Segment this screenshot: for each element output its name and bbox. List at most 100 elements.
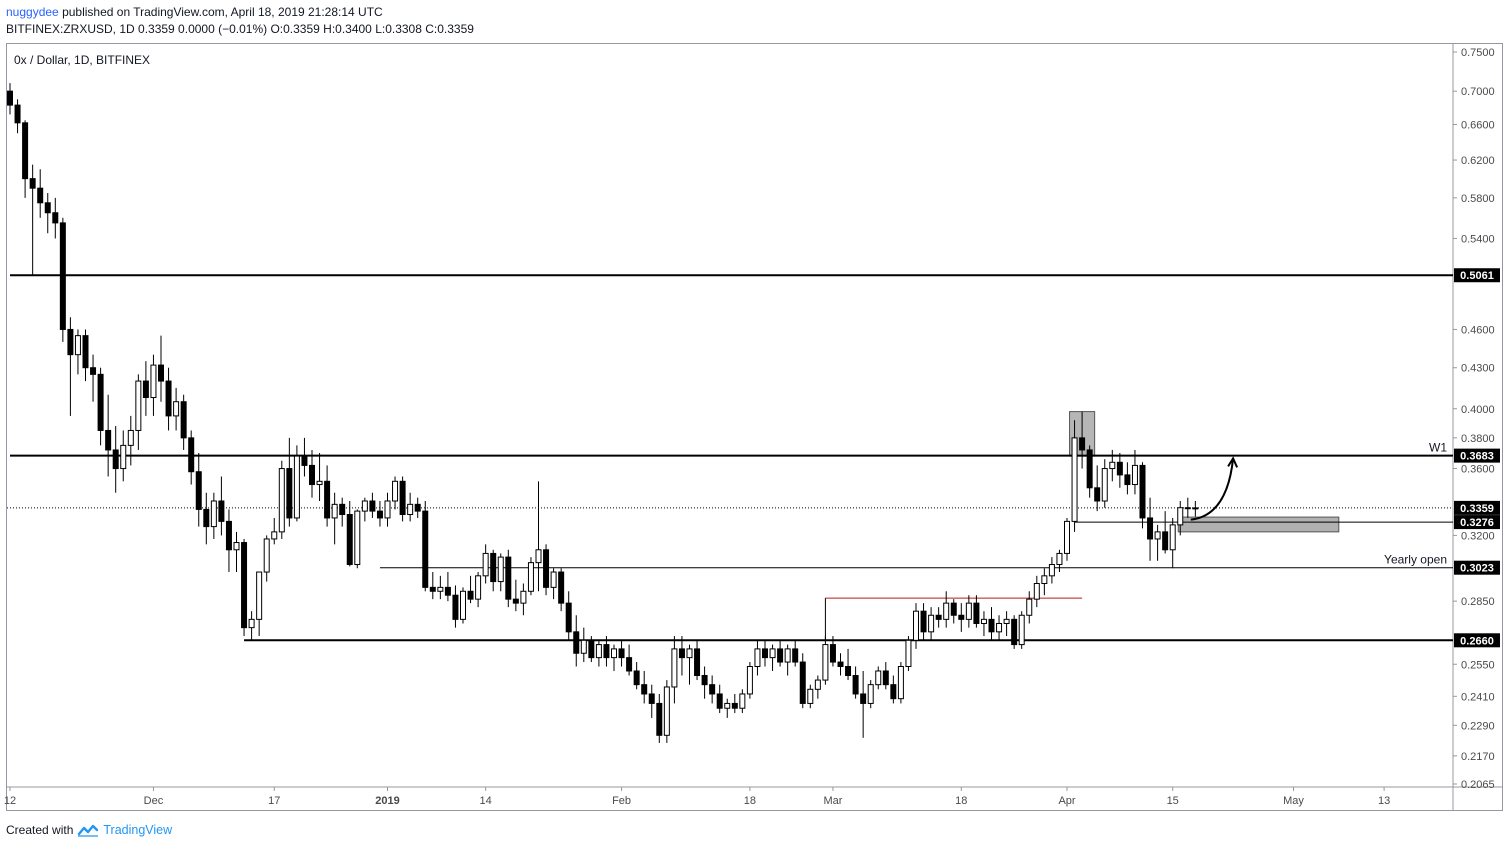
candle-up <box>1192 507 1199 510</box>
candle-up <box>210 500 217 528</box>
candle-up <box>1056 552 1063 566</box>
candle-down <box>1116 461 1123 476</box>
candle-up <box>1048 564 1055 577</box>
price-label-text: 0.3359 <box>1460 503 1494 515</box>
candle-down <box>988 618 995 633</box>
candle-down <box>950 602 957 616</box>
candle-down <box>44 202 51 214</box>
x-tick-label: May <box>1283 795 1304 807</box>
candle-up <box>822 644 829 681</box>
price-label-box <box>1454 633 1500 648</box>
created-with-text: Created with <box>6 823 74 837</box>
y-tick-label: 0.4600 <box>1461 324 1495 336</box>
y-tick-label: 0.2170 <box>1461 751 1495 763</box>
candle-up <box>980 618 987 624</box>
candle-up <box>1064 520 1070 554</box>
candle-down <box>709 684 716 695</box>
projection-arrow <box>1190 458 1235 521</box>
candle-up <box>965 602 972 620</box>
candle-up <box>550 571 557 588</box>
published-text: published on TradingView.com, April 18, … <box>62 5 383 19</box>
candle-down <box>180 401 187 439</box>
support-zone <box>1177 516 1340 533</box>
candle-up <box>293 455 300 519</box>
candle-up <box>520 590 527 604</box>
x-tick-label: Mar <box>823 795 842 807</box>
candle-up <box>1071 437 1078 522</box>
y-tick-label: 0.2290 <box>1461 720 1495 732</box>
candle-down <box>490 552 497 583</box>
candle-up <box>120 444 127 470</box>
y-tick-label: 0.2065 <box>1461 779 1495 791</box>
x-tick-label: 18 <box>955 795 967 807</box>
candle-down <box>22 122 29 180</box>
candle-up <box>686 648 693 659</box>
candle-up <box>611 648 617 659</box>
author-name[interactable]: nuggydee <box>6 5 59 19</box>
candle-down <box>142 380 149 399</box>
candle-up <box>263 538 270 573</box>
candle-up <box>1018 614 1025 646</box>
candle-up <box>482 552 489 577</box>
candle-down <box>799 661 806 704</box>
candle-down <box>369 500 376 512</box>
candle-up <box>256 571 263 620</box>
candle-up <box>928 614 935 633</box>
candle-down <box>626 657 633 672</box>
candle-down <box>301 455 308 466</box>
candle-down <box>29 178 36 189</box>
candle-down <box>633 670 640 686</box>
candle-up <box>996 622 1003 633</box>
candle-down <box>777 648 784 663</box>
candle-up <box>1177 507 1184 526</box>
candle-down <box>588 639 595 659</box>
candle-down <box>701 675 708 686</box>
candle-down <box>158 364 164 382</box>
price-label-box <box>1454 560 1500 575</box>
candle-up <box>150 364 157 399</box>
x-tick-label: 17 <box>268 795 280 807</box>
candle-down <box>648 693 655 704</box>
candle-down <box>573 631 580 654</box>
candle-up <box>278 468 285 533</box>
candle-down <box>97 373 104 431</box>
price-label-box <box>1454 448 1500 463</box>
candle-up <box>392 480 399 502</box>
candle-up <box>1101 468 1108 502</box>
candle-down <box>346 514 353 566</box>
candle-down <box>195 471 202 510</box>
price-label-text: 0.5061 <box>1460 270 1494 282</box>
candle-down <box>444 586 451 596</box>
candle-down <box>694 648 701 677</box>
candle-down <box>241 542 248 629</box>
candle-down <box>399 480 406 516</box>
candle-down <box>958 614 965 620</box>
candle-down <box>376 510 383 519</box>
candle-down <box>558 571 565 604</box>
candle-up <box>271 531 278 540</box>
y-tick-label: 0.4000 <box>1461 404 1495 416</box>
candle-up <box>739 693 746 709</box>
candle-down <box>218 500 225 522</box>
candle-down <box>603 644 610 659</box>
y-tick-label: 0.3800 <box>1461 433 1495 445</box>
candle-up <box>875 670 882 686</box>
candle-up <box>74 335 81 356</box>
candle-up <box>475 575 482 600</box>
candle-down <box>414 503 421 512</box>
y-tick-label: 0.5800 <box>1461 193 1495 205</box>
candle-up <box>1026 598 1033 616</box>
tradingview-brand[interactable]: TradingView <box>103 823 173 837</box>
x-tick-label: 14 <box>480 795 492 807</box>
candle-up <box>784 648 791 663</box>
candle-down <box>225 520 232 551</box>
candle-up <box>384 500 391 519</box>
candle-up <box>867 684 874 704</box>
candle-down <box>678 648 685 659</box>
candle-down <box>59 222 66 330</box>
candle-up <box>135 380 142 431</box>
yearly-open-label: Yearly open <box>1384 553 1447 567</box>
y-tick-label: 0.5400 <box>1461 233 1495 245</box>
candle-up <box>580 639 587 654</box>
